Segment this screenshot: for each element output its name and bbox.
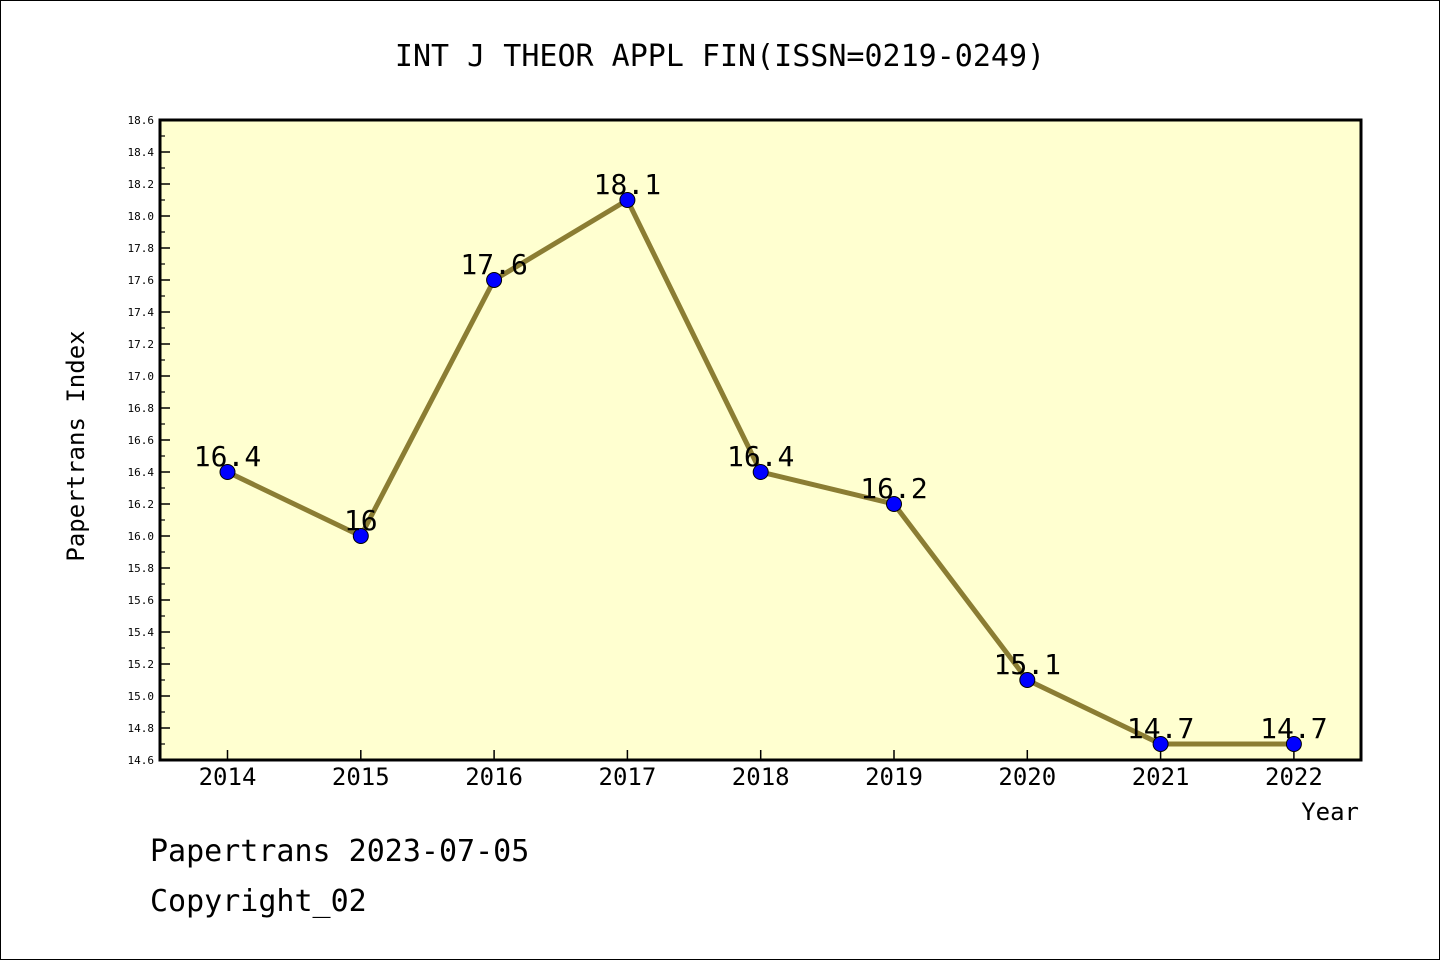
y-axis-label: Papertrans Index [62,330,90,561]
y-tick-label: 16.8 [128,402,155,415]
data-point [752,464,769,480]
data-point [352,528,369,544]
data-label: 16.4 [727,440,794,473]
x-tick-label: 2022 [1265,763,1323,791]
data-label: 17.6 [460,248,527,281]
footer-copyright: Copyright_02 [150,884,367,919]
data-points [219,192,1302,752]
footer-date: Papertrans 2023-07-05 [150,834,530,869]
y-tick-label: 18.4 [128,146,155,159]
y-tick-label: 16.6 [128,434,155,447]
data-point [1152,736,1169,752]
data-label: 18.1 [594,168,661,201]
y-tick-label: 17.8 [128,242,155,255]
y-tick-label: 14.8 [128,722,155,735]
chart-title: INT J THEOR APPL FIN(ISSN=0219-0249) [395,39,1045,74]
y-tick-label: 15.4 [128,626,155,639]
data-label: 15.1 [994,648,1061,681]
data-point [1285,736,1302,752]
x-tick-label: 2021 [1132,763,1190,791]
x-tick-label: 2014 [199,763,257,791]
x-axis: 2014 2015 2016 2017 2018 2019 2020 2021 2022 [199,750,1323,791]
data-point [1019,672,1036,688]
x-tick-label: 2017 [599,763,657,791]
data-label: 16.2 [860,472,927,505]
y-tick-label: 15.8 [128,562,155,575]
data-point [486,272,503,288]
y-tick-label: 18.2 [128,178,155,191]
x-tick-label: 2015 [332,763,390,791]
y-tick-label: 14.6 [128,754,155,767]
y-tick-label: 18.0 [128,210,155,223]
x-tick-label: 2018 [732,763,790,791]
x-tick-label: 2016 [465,763,523,791]
y-tick-label: 17.2 [128,338,155,351]
x-tick-label: 2020 [998,763,1056,791]
y-tick-label: 16.4 [128,466,155,479]
y-tick-label: 15.0 [128,690,155,703]
y-tick-label: 16.0 [128,530,155,543]
x-axis-label: Year [1301,798,1359,826]
y-tick-label: 17.6 [128,274,155,287]
data-labels: 16.4 16 17.6 18.1 16.4 16.2 15.1 14.7 14.7 [194,168,1328,745]
y-tick-label: 17.0 [128,370,155,383]
data-point [219,464,236,480]
y-tick-label: 15.2 [128,658,155,671]
data-label: 14.7 [1127,712,1194,745]
data-label: 16.4 [194,440,261,473]
y-tick-label: 15.6 [128,594,155,607]
data-label: 14.7 [1260,712,1327,745]
data-point [619,192,636,208]
y-axis: 14.6 14.8 15.0 15.2 15.4 15.6 15.8 16.0 16.2 16.4… [128,114,170,767]
plot-area [158,118,1363,762]
y-tick-label: 16.2 [128,498,155,511]
data-label: 16 [344,504,378,537]
y-tick-label: 18.6 [128,114,155,127]
data-point [886,496,902,512]
y-tick-label: 17.4 [128,306,155,319]
x-tick-label: 2019 [865,763,923,791]
